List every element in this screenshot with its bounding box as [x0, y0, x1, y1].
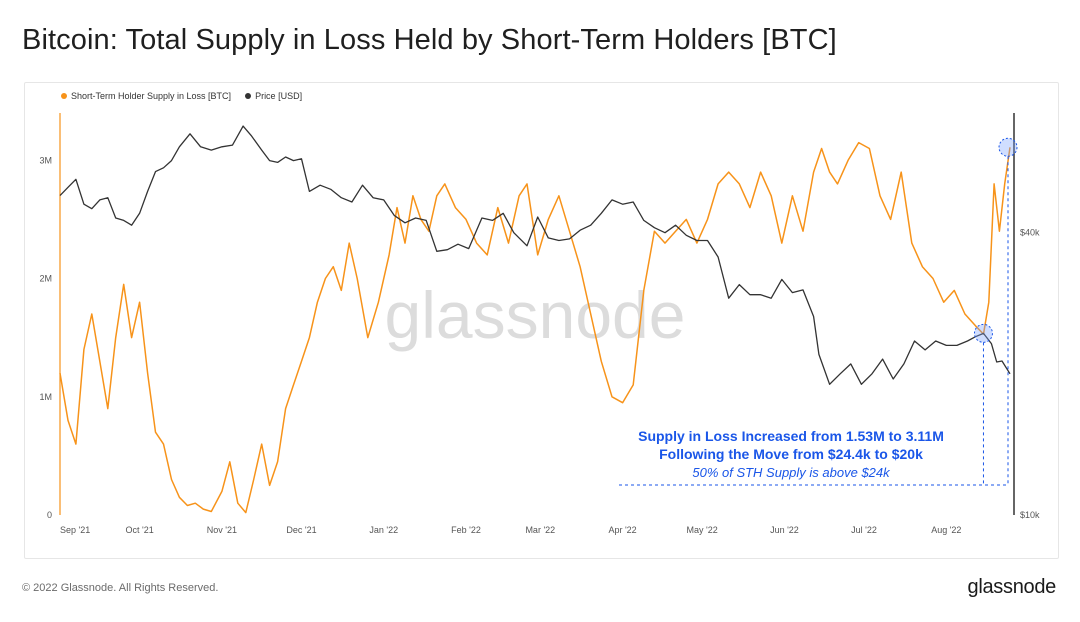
annotation-line-2: Following the Move from $24.4k to $20k — [659, 446, 923, 462]
brand-logo: glassnode — [967, 576, 1057, 598]
series-line-price — [59, 125, 1011, 385]
legend-dot-supply — [61, 93, 67, 99]
legend-label-price: Price [USD] — [255, 91, 303, 101]
highlight-supply-peak — [998, 137, 1018, 157]
x-tick-label: Apr '22 — [608, 525, 636, 535]
legend-dot-price — [245, 93, 252, 99]
copyright-notice: © 2022 Glassnode. All Rights Reserved. — [22, 582, 219, 594]
x-tick-label: Jan '22 — [369, 525, 398, 535]
annotation-line-3: 50% of STH Supply is above $24k — [692, 465, 891, 480]
y-tick-left: 1M — [39, 392, 52, 402]
x-tick-label: Sep '21 — [60, 525, 90, 535]
legend-item-price[interactable]: Price [USD] — [245, 91, 302, 101]
x-tick-label: Jul '22 — [851, 525, 877, 535]
highlight-price-24k — [973, 323, 993, 343]
annotation-line-1: Supply in Loss Increased from 1.53M to 3… — [638, 428, 944, 444]
y-tick-left: 0 — [47, 510, 52, 520]
chart-panel: Short-Term Holder Supply in Loss [BTC] P… — [24, 82, 1059, 559]
x-tick-label: Dec '21 — [286, 525, 316, 535]
x-tick-label: Oct '21 — [125, 525, 153, 535]
x-tick-label: Feb '22 — [451, 525, 481, 535]
chart-title: Bitcoin: Total Supply in Loss Held by Sh… — [22, 24, 837, 56]
x-tick-label: Nov '21 — [207, 525, 237, 535]
x-tick-label: May '22 — [687, 525, 718, 535]
y-tick-left: 2M — [39, 274, 52, 284]
y-tick-right: $10k — [1020, 510, 1040, 520]
y-tick-right: $40k — [1020, 228, 1040, 238]
chart-legend: Short-Term Holder Supply in Loss [BTC] P… — [61, 91, 302, 101]
legend-label-supply: Short-Term Holder Supply in Loss [BTC] — [71, 91, 232, 101]
legend-item-supply[interactable]: Short-Term Holder Supply in Loss [BTC] — [61, 91, 231, 101]
x-tick-label: Aug '22 — [931, 525, 961, 535]
series-line-supply-in-loss — [59, 141, 1011, 514]
watermark: glassnode — [385, 278, 686, 352]
y-tick-left: 3M — [39, 155, 52, 165]
line-chart: 0 1M 2M 3M $10k $40k Sep '21 Oct '21 Nov '21 Dec … — [39, 113, 1040, 535]
x-tick-label: Mar '22 — [525, 525, 555, 535]
x-tick-label: Jun '22 — [770, 525, 799, 535]
